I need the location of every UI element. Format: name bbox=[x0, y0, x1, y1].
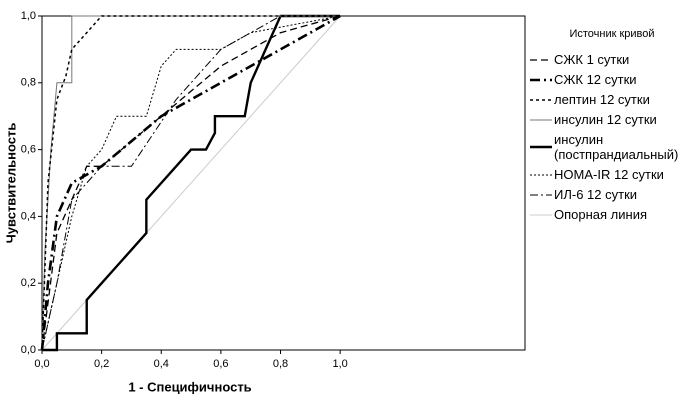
legend-label: инсулин 12 сутки bbox=[554, 112, 657, 127]
legend-label: СЖК 1 сутки bbox=[554, 52, 630, 67]
x-axis-label: 1 - Специфичность bbox=[128, 379, 251, 394]
y-tick-label: 0,0 bbox=[21, 344, 36, 356]
legend-label: инсулин (постпрандиальный) bbox=[554, 132, 679, 162]
y-tick-label: 1,0 bbox=[21, 10, 36, 22]
legend-swatch bbox=[530, 194, 552, 195]
legend: Источник кривой СЖК 1 сутки СЖК 12 сутки л… bbox=[528, 28, 696, 227]
legend-label: HOMA-IR 12 сутки bbox=[554, 167, 664, 182]
roc-curve bbox=[42, 14, 341, 352]
roc-curve bbox=[41, 15, 341, 351]
legend-entry: инсулин 12 сутки bbox=[528, 112, 696, 127]
roc-curve bbox=[41, 15, 341, 351]
x-tick-label: 0,6 bbox=[213, 358, 228, 370]
y-tick-label: 0,8 bbox=[21, 77, 36, 89]
legend-swatch bbox=[530, 214, 552, 215]
legend-label: Опорная линия bbox=[554, 207, 647, 222]
legend-swatch bbox=[530, 119, 552, 120]
legend-swatch bbox=[530, 78, 552, 81]
legend-entry: лептин 12 сутки bbox=[528, 92, 696, 107]
y-tick-label: 0,4 bbox=[21, 210, 36, 222]
legend-label: ИЛ-6 12 сутки bbox=[554, 187, 638, 202]
x-tick-label: 0,2 bbox=[94, 358, 109, 370]
x-tick-label: 0,8 bbox=[273, 358, 288, 370]
legend-swatch bbox=[530, 145, 552, 149]
x-tick-label: 1,0 bbox=[332, 358, 347, 370]
roc-curve bbox=[41, 15, 341, 351]
legend-label: СЖК 12 сутки bbox=[554, 72, 637, 87]
roc-curve bbox=[41, 15, 341, 351]
legend-swatch bbox=[530, 174, 552, 175]
plot-frame bbox=[41, 15, 526, 351]
legend-label: лептин 12 сутки bbox=[554, 92, 650, 107]
roc-curve bbox=[40, 14, 341, 351]
x-tick-label: 0,4 bbox=[154, 358, 169, 370]
legend-entry: Опорная линия bbox=[528, 207, 696, 222]
legend-swatch bbox=[530, 98, 552, 101]
y-axis-label: Чувствительность bbox=[3, 123, 18, 244]
y-tick-label: 0,2 bbox=[21, 277, 36, 289]
x-tick-label: 0,0 bbox=[34, 358, 49, 370]
legend-entry: ИЛ-6 12 сутки bbox=[528, 187, 696, 202]
legend-title: Источник кривой bbox=[569, 28, 655, 40]
legend-entry: СЖК 1 сутки bbox=[528, 52, 696, 67]
legend-entry: HOMA-IR 12 сутки bbox=[528, 167, 696, 182]
legend-entry: инсулин (постпрандиальный) bbox=[528, 132, 696, 162]
roc-curve bbox=[41, 15, 341, 351]
legend-swatch bbox=[530, 58, 552, 61]
y-tick-label: 0,6 bbox=[21, 144, 36, 156]
legend-entry: СЖК 12 сутки bbox=[528, 72, 696, 87]
